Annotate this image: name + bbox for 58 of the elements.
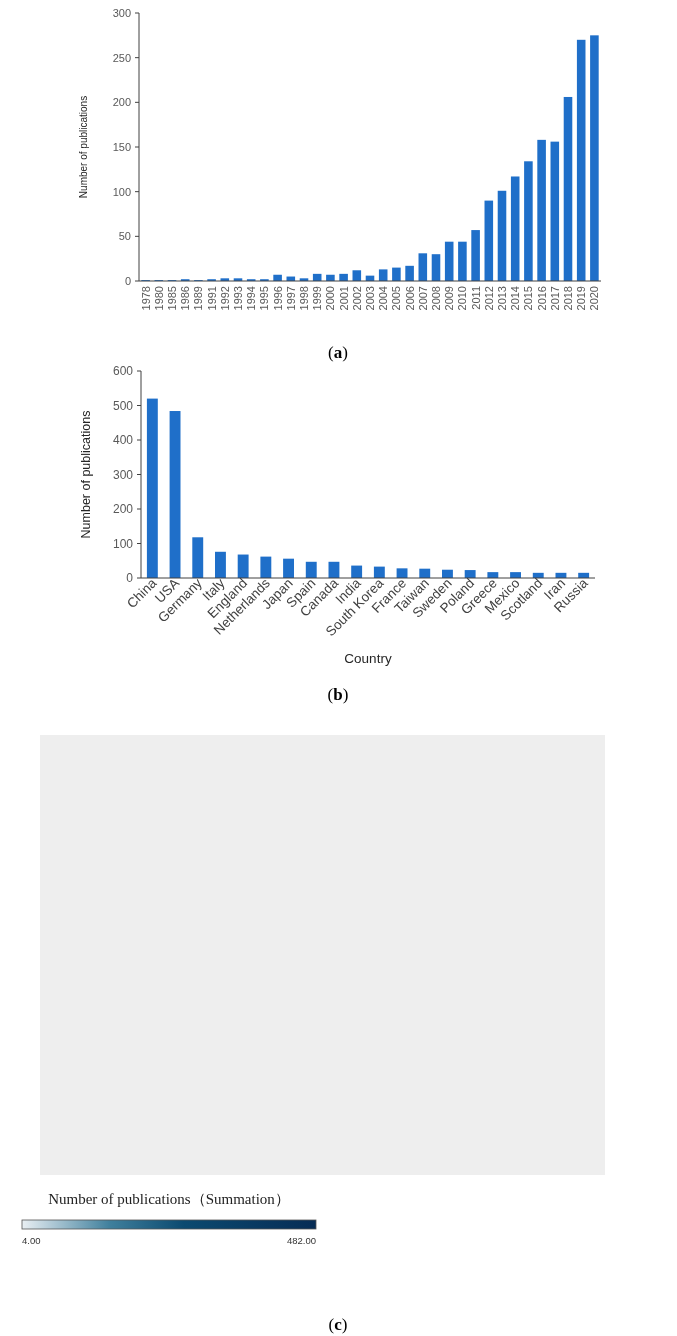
y-tick-label: 50 xyxy=(118,230,131,243)
text: (c) xyxy=(328,1314,348,1334)
y-tick-label: 250 xyxy=(112,51,131,64)
y-tick-label: 150 xyxy=(112,141,131,153)
x-tick-label: 2000 xyxy=(324,286,337,311)
text: 482.00 xyxy=(286,1234,316,1246)
x-tick-label: 2004 xyxy=(377,286,390,311)
y-tick-label: 0 xyxy=(126,571,134,585)
x-tick-label: 1999 xyxy=(311,286,324,311)
x-axis-title: Country xyxy=(344,650,392,666)
x-tick-label: 2005 xyxy=(390,286,403,311)
x-tick-label: 2016 xyxy=(535,286,548,311)
y-tick-label: 0 xyxy=(124,275,131,287)
x-tick-label: 2019 xyxy=(575,286,588,311)
y-tick-label: 500 xyxy=(112,398,134,413)
y-tick-label: 300 xyxy=(112,467,134,482)
x-tick-label: 2011 xyxy=(469,286,482,310)
x-tick-label: 2009 xyxy=(443,286,456,311)
y-axis-title: Number of publications xyxy=(77,95,89,199)
y-tick-label: 600 xyxy=(112,364,134,378)
y-tick-label: 300 xyxy=(112,7,131,19)
x-tick-label: 2008 xyxy=(430,286,442,311)
x-tick-label: 2003 xyxy=(364,286,376,311)
x-tick-label: 1985 xyxy=(166,286,178,311)
x-tick-label: 1998 xyxy=(298,286,310,311)
x-tick-label: 2012 xyxy=(482,286,495,311)
x-tick-label: 2007 xyxy=(416,286,429,311)
x-tick-label: 1986 xyxy=(179,286,192,311)
y-tick-label: 200 xyxy=(112,96,131,109)
x-tick-label: 1993 xyxy=(232,286,244,311)
text: (a) xyxy=(328,342,348,362)
x-tick-label: 2013 xyxy=(496,286,508,311)
x-tick-label: 1995 xyxy=(258,286,271,311)
x-tick-label: 1992 xyxy=(218,286,231,311)
x-tick-label: 2006 xyxy=(403,286,416,311)
x-tick-label: 2010 xyxy=(456,286,469,311)
y-tick-label: 100 xyxy=(112,536,134,551)
x-tick-label: 1996 xyxy=(271,286,284,311)
text: 4.00 xyxy=(22,1234,41,1246)
x-tick-label: 1989 xyxy=(192,286,205,311)
x-tick-label: 1978 xyxy=(139,286,152,311)
x-tick-label: 1991 xyxy=(205,286,218,311)
x-tick-label: 1994 xyxy=(245,286,258,311)
y-tick-label: 400 xyxy=(112,433,134,447)
y-axis-title: Number of publications xyxy=(79,410,93,539)
x-tick-label: 2018 xyxy=(562,286,574,311)
x-tick-label: 2015 xyxy=(522,286,535,311)
x-tick-label: 2001 xyxy=(337,286,350,311)
x-tick-label: 2002 xyxy=(350,286,363,311)
x-tick-label: 2014 xyxy=(509,286,522,311)
color-bar-title: Number of publications（Summation） xyxy=(48,1191,290,1207)
x-tick-label: 2020 xyxy=(588,286,601,311)
x-tick-label: 1997 xyxy=(284,286,297,311)
y-tick-label: 100 xyxy=(112,185,131,198)
y-tick-label: 200 xyxy=(112,502,134,516)
x-tick-label: 1980 xyxy=(152,286,165,311)
x-tick-label: 2017 xyxy=(548,286,561,311)
text: (b) xyxy=(327,684,349,704)
